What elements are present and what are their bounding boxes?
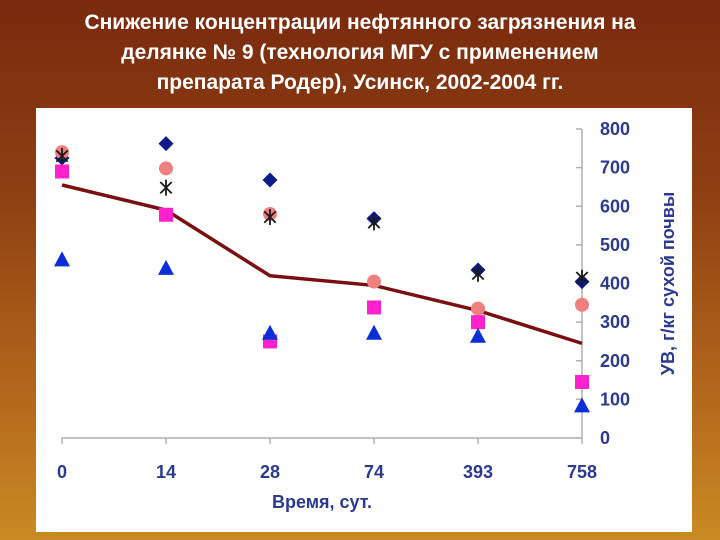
data-point-circle <box>471 301 485 316</box>
axes-layer <box>61 128 583 444</box>
data-point-square <box>367 300 381 315</box>
y-tick-label: 0 <box>600 428 610 448</box>
data-point-triangle <box>262 324 278 340</box>
y-tick-label: 300 <box>600 312 630 332</box>
x-tick-label: 393 <box>463 462 493 482</box>
y-tick-label: 100 <box>600 389 630 409</box>
x-tick-label: 74 <box>364 462 384 482</box>
data-point-circle <box>159 161 173 176</box>
data-point-asterisk <box>55 148 69 165</box>
title-line-1: Снижение концентрации нефтянного загрязн… <box>84 11 636 34</box>
data-point-triangle <box>574 397 590 413</box>
labels-layer: 0 100 200 300 400 500 600 700 800 0 14 28 74 393 758 Вр… <box>57 119 678 512</box>
y-tick-label: 200 <box>600 351 630 371</box>
data-point-triangle <box>158 259 174 275</box>
y-tick-label: 600 <box>600 196 630 216</box>
data-point-square <box>159 207 173 222</box>
data-point-circle <box>367 274 381 289</box>
data-point-asterisk <box>367 214 381 231</box>
trend-line-layer <box>61 183 583 346</box>
slide-title: Снижение концентрации нефтянного загрязн… <box>0 8 720 98</box>
data-point-diamond <box>262 172 278 188</box>
markers-layer <box>54 136 590 413</box>
y-tick-label: 700 <box>600 158 630 178</box>
data-point-triangle <box>54 251 70 267</box>
data-point-square <box>55 164 69 179</box>
data-point-asterisk <box>159 179 173 196</box>
y-axis-title: УВ, г/кг сухой почвы <box>658 192 678 375</box>
y-tick-label: 500 <box>600 235 630 255</box>
data-point-asterisk <box>263 209 277 226</box>
y-tick-label: 400 <box>600 274 630 294</box>
x-tick-label: 28 <box>260 462 280 482</box>
data-point-triangle <box>470 327 486 343</box>
data-point-asterisk <box>575 269 589 286</box>
x-tick-label: 0 <box>57 462 67 482</box>
data-point-square <box>575 374 589 389</box>
trend-line <box>61 183 583 346</box>
title-line-3: препарата Родер), Усинск, 2002-2004 гг. <box>156 71 564 94</box>
x-tick-label: 14 <box>156 462 176 482</box>
x-tick-label: 758 <box>567 462 597 482</box>
data-point-circle <box>575 297 589 312</box>
title-line-2: делянке № 9 (технология МГУ с применение… <box>121 41 599 64</box>
data-point-diamond <box>158 136 174 152</box>
chart-svg: 0 100 200 300 400 500 600 700 800 0 14 28 74 393 758 Вр… <box>54 119 678 512</box>
data-point-asterisk <box>471 265 485 282</box>
data-point-square <box>471 315 485 330</box>
x-axis-title: Время, сут. <box>272 492 372 512</box>
y-tick-label: 800 <box>600 119 630 139</box>
chart-area: 0 100 200 300 400 500 600 700 800 0 14 28 74 393 758 Вр… <box>36 108 692 532</box>
data-point-triangle <box>366 324 382 340</box>
